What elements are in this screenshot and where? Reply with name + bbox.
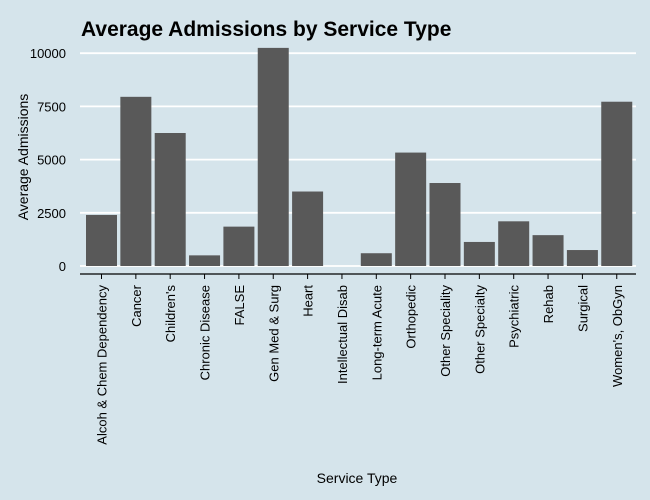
x-tick-label: Surgical — [575, 285, 590, 332]
x-axis-label: Service Type — [317, 470, 398, 486]
x-tick-label: Alcoh & Chem Dependency — [95, 285, 110, 445]
y-axis-ticks: 0 2500 5000 7500 10000 — [30, 46, 66, 274]
bar — [566, 250, 598, 266]
bar — [189, 255, 221, 266]
x-tick-label: Women's, ObGyn — [610, 285, 625, 387]
bar — [498, 221, 530, 266]
x-tick-label: Intellectual Disab — [335, 285, 350, 384]
y-axis-label: Average Admissions — [15, 94, 31, 221]
y-tick-label: 0 — [59, 259, 66, 274]
bar — [463, 241, 495, 266]
chart-title: Average Admissions by Service Type — [81, 18, 451, 41]
bar — [154, 133, 186, 266]
x-tick-label: Rehab — [541, 285, 556, 323]
x-tick-label: Heart — [301, 285, 316, 317]
y-tick-label: 2500 — [37, 206, 66, 221]
bars — [86, 47, 633, 266]
bar — [120, 96, 152, 266]
bar — [257, 47, 289, 266]
bar — [601, 101, 633, 266]
x-tick-label: FALSE — [232, 285, 247, 326]
x-tick-label: Psychiatric — [507, 285, 522, 348]
bar — [532, 235, 564, 266]
y-tick-label: 10000 — [30, 46, 66, 61]
x-tick-label: Other Specialty — [472, 285, 487, 374]
bar — [86, 214, 117, 266]
x-tick-label: Chronic Disease — [198, 285, 213, 380]
bar — [395, 152, 427, 266]
bar — [429, 183, 461, 266]
y-tick-label: 7500 — [37, 99, 66, 114]
x-tick-label: Orthopedic — [404, 285, 419, 349]
bar — [223, 226, 255, 266]
bar — [292, 191, 324, 266]
x-tick-label: Children's — [163, 285, 178, 343]
x-axis-ticks: Alcoh & Chem Dependency Cancer Children's C… — [95, 274, 625, 445]
x-tick-label: Long-term Acute — [369, 285, 384, 380]
x-tick-label: Other Speciality — [438, 285, 453, 377]
x-tick-label: Cancer — [129, 284, 144, 327]
y-tick-label: 5000 — [37, 153, 66, 168]
x-tick-label: Gen Med & Surg — [266, 285, 281, 382]
bar — [360, 253, 392, 266]
